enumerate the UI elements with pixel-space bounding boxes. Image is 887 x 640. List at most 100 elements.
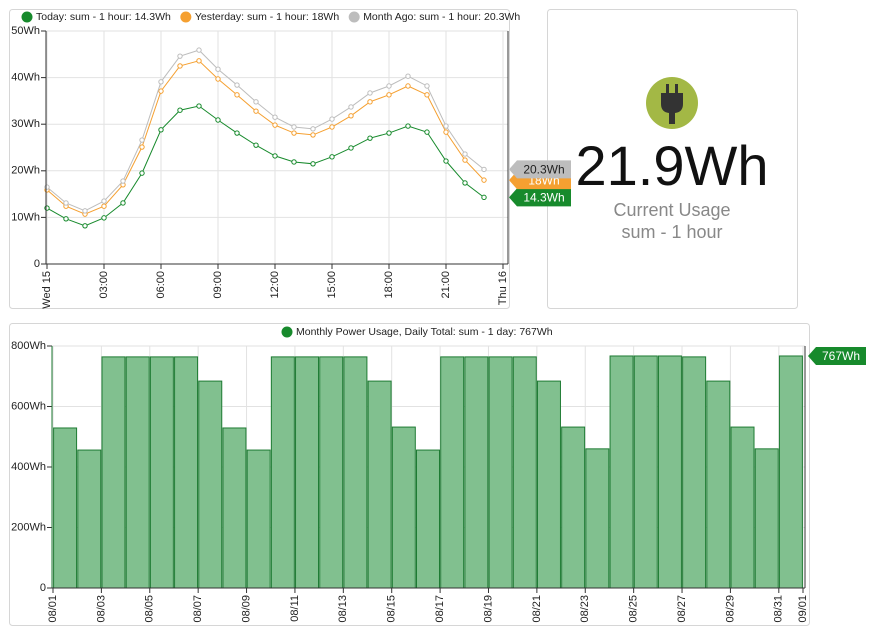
data-point xyxy=(253,142,259,148)
data-point xyxy=(462,157,468,163)
stat-value: 21.9Wh xyxy=(576,134,769,197)
data-point xyxy=(215,76,221,82)
x-tick-label: 08/31 xyxy=(773,595,785,623)
data-point xyxy=(215,117,221,123)
end-tag-label: 767Wh xyxy=(822,349,860,363)
y-tick-label: 30Wh xyxy=(11,118,40,130)
data-point xyxy=(481,166,487,173)
x-tick-label: 08/11 xyxy=(289,595,301,622)
x-tick-label: 12:00 xyxy=(269,271,281,299)
data-point xyxy=(272,153,278,159)
end-tag-label: 14.3Wh xyxy=(523,191,564,205)
data-point xyxy=(329,124,335,130)
data-point xyxy=(405,83,411,89)
x-tick-label: 08/27 xyxy=(676,595,688,623)
x-tick-label: 06:00 xyxy=(155,271,167,299)
data-point xyxy=(177,63,183,69)
x-tick-label: 08/29 xyxy=(724,595,736,623)
x-tick-label: 08/07 xyxy=(192,595,204,623)
data-point xyxy=(291,159,297,165)
data-point xyxy=(196,58,202,64)
bar xyxy=(754,448,779,589)
end-tag xyxy=(509,188,571,207)
data-point xyxy=(158,127,164,133)
data-point xyxy=(63,216,69,222)
bar xyxy=(440,356,465,589)
bar xyxy=(222,427,247,589)
x-tick-label: 08/15 xyxy=(386,595,398,623)
bar xyxy=(416,449,440,589)
x-tick-label: 09/01 xyxy=(797,595,809,623)
x-tick-label: 08/05 xyxy=(144,595,156,623)
series-line xyxy=(46,105,485,227)
y-tick-label: 10Wh xyxy=(11,211,40,223)
x-tick-label: 21:00 xyxy=(440,271,452,299)
data-point xyxy=(424,92,430,98)
bar xyxy=(367,380,392,589)
legend-swatch xyxy=(21,11,33,23)
data-point xyxy=(291,130,297,136)
legend-swatch xyxy=(180,11,192,23)
data-point xyxy=(120,178,126,184)
x-tick-label: 09:00 xyxy=(212,271,224,299)
data-point xyxy=(405,123,411,129)
y-tick-label: 0 xyxy=(34,258,40,270)
data-point xyxy=(196,103,202,109)
data-point xyxy=(348,104,354,110)
x-tick-label: 08/23 xyxy=(579,595,591,623)
legend-label: Monthly Power Usage, Daily Total: sum - … xyxy=(296,326,553,338)
stat-panel xyxy=(547,9,798,309)
data-point xyxy=(310,161,316,167)
bar xyxy=(77,449,102,589)
x-tick-label: 08/17 xyxy=(434,595,446,623)
data-point xyxy=(481,194,487,201)
data-point xyxy=(386,92,392,98)
y-tick-label: 50Wh xyxy=(11,25,40,37)
data-point xyxy=(329,154,335,160)
data-point xyxy=(196,47,202,53)
data-point xyxy=(253,99,259,105)
data-point xyxy=(386,130,392,136)
data-point xyxy=(120,200,126,206)
x-tick-label: 08/19 xyxy=(482,595,494,623)
bar xyxy=(536,380,561,589)
data-point xyxy=(139,170,145,176)
data-point xyxy=(310,126,316,132)
data-point xyxy=(386,83,392,89)
data-point xyxy=(82,223,88,229)
y-tick-label: 40Wh xyxy=(11,72,40,84)
bar xyxy=(778,355,803,589)
legend-label: Month Ago: sum - 1 hour: 20.3Wh xyxy=(363,11,520,23)
end-tag xyxy=(808,346,866,365)
data-point xyxy=(348,145,354,151)
y-tick-label: 20Wh xyxy=(11,165,40,177)
bar xyxy=(343,356,368,589)
x-tick-label: 18:00 xyxy=(383,271,395,299)
data-point xyxy=(215,66,221,72)
data-point xyxy=(348,113,354,119)
data-point xyxy=(367,135,373,141)
data-point xyxy=(158,88,164,94)
bar xyxy=(246,449,271,589)
data-point xyxy=(443,129,449,135)
y-tick-label: 0 xyxy=(40,582,46,594)
bar xyxy=(633,355,658,589)
series-line xyxy=(46,49,485,212)
bar xyxy=(174,356,199,589)
bar xyxy=(682,356,707,589)
data-point xyxy=(462,180,468,186)
y-tick-label: 400Wh xyxy=(11,461,46,473)
stat-label: Current Usage xyxy=(613,200,730,220)
data-point xyxy=(367,99,373,105)
data-point xyxy=(139,137,145,143)
bar xyxy=(391,426,416,589)
data-point xyxy=(82,208,88,214)
series-line xyxy=(46,60,485,215)
data-point xyxy=(405,73,411,79)
x-tick-label: Wed 15 xyxy=(41,271,53,309)
data-point xyxy=(272,122,278,128)
bar xyxy=(319,356,344,589)
data-point xyxy=(310,132,316,138)
bar xyxy=(295,356,320,589)
